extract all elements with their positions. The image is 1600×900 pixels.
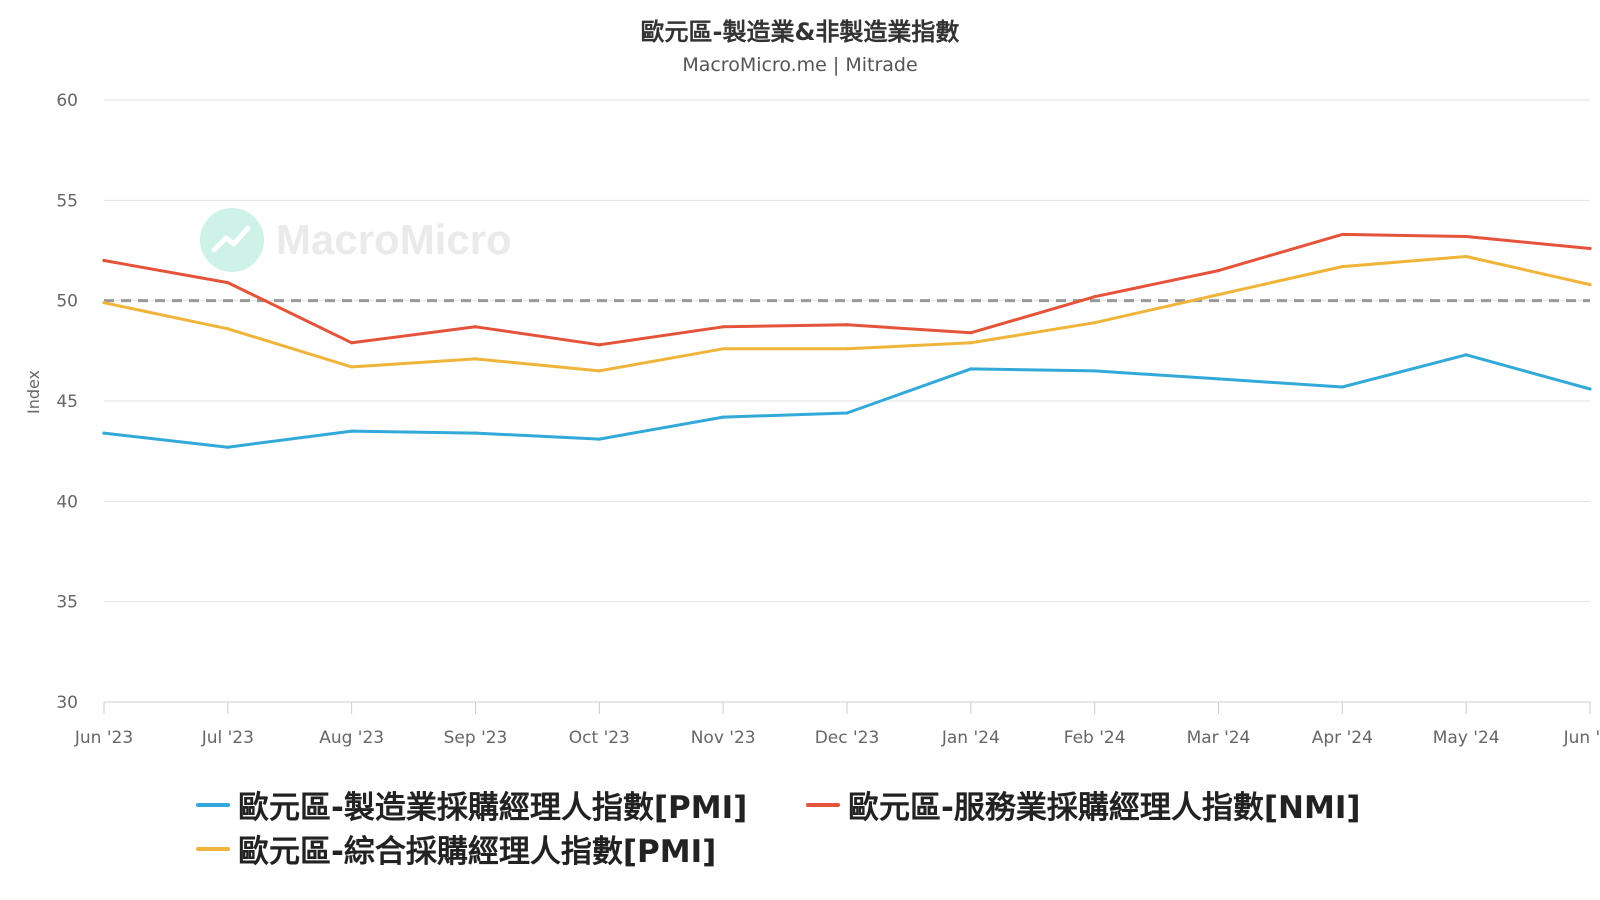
chart-subtitle: MacroMicro.me | Mitrade	[682, 54, 918, 76]
data-point	[1588, 283, 1592, 287]
data-point	[350, 429, 354, 433]
data-point	[1216, 293, 1221, 297]
y-tick-label: 60	[56, 91, 78, 111]
y-tick-label: 40	[56, 492, 78, 512]
y-tick-label: 35	[56, 593, 78, 613]
x-tick-label: Dec '23	[815, 728, 880, 748]
data-point	[1588, 246, 1592, 251]
data-point	[473, 357, 478, 361]
data-point	[721, 347, 725, 351]
data-point	[226, 281, 230, 285]
x-tick-label: Jun '23	[74, 728, 133, 748]
data-point	[1093, 369, 1097, 373]
x-tick-label: Nov '23	[691, 728, 756, 748]
data-point	[102, 431, 106, 435]
data-point	[969, 367, 973, 371]
x-tick-label: Sep '23	[444, 728, 508, 748]
data-point	[1340, 385, 1344, 389]
data-point	[597, 369, 601, 373]
legend-swatch-manufacturing	[196, 802, 230, 807]
legend-label-services: 歐元區-服務業採購經理人指數[NMI]	[848, 790, 1361, 826]
data-point	[1216, 377, 1221, 381]
data-point	[1093, 295, 1097, 299]
gridlines	[104, 99, 1590, 703]
legend-item-composite[interactable]: 歐元區-綜合採購經理人指數[PMI]	[196, 826, 716, 871]
x-tick-label: Feb '24	[1064, 728, 1126, 748]
y-axis: 30 35 40 45 50 55 60	[56, 91, 78, 713]
data-point	[721, 325, 725, 329]
chart-title: 歐元區-製造業&非製造業指數	[640, 18, 960, 46]
data-point	[350, 365, 354, 369]
legend-label-composite: 歐元區-綜合採購經理人指數[PMI]	[238, 834, 717, 870]
x-tick-label: Apr '24	[1312, 728, 1373, 748]
data-point	[1093, 321, 1097, 325]
data-point	[1464, 254, 1468, 259]
x-tick-label: Aug '23	[319, 728, 384, 748]
x-tick-label: May '24	[1433, 728, 1500, 748]
data-point	[1464, 353, 1468, 357]
legend-item-manufacturing[interactable]: 歐元區-製造業採購經理人指數[PMI]	[196, 782, 747, 827]
data-point	[473, 325, 478, 329]
x-tick-label: Mar '24	[1187, 728, 1251, 748]
data-point	[1464, 234, 1468, 239]
watermark: MacroMicro	[200, 208, 512, 272]
data-point	[226, 327, 230, 331]
y-tick-label: 45	[56, 392, 78, 412]
legend-swatch-services	[806, 802, 840, 807]
series-line-1	[102, 232, 1592, 347]
legend-swatch-composite	[196, 846, 230, 851]
data-point	[1340, 264, 1344, 269]
data-point	[102, 258, 106, 263]
y-tick-label: 50	[56, 292, 78, 312]
data-point	[1340, 232, 1344, 237]
legend-label-manufacturing: 歐元區-製造業採購經理人指數[PMI]	[238, 790, 748, 826]
data-point	[969, 341, 973, 345]
series-line-2	[102, 255, 1592, 373]
data-point	[969, 331, 973, 335]
data-point	[226, 445, 230, 449]
x-tick-label: Jan '24	[941, 728, 1000, 748]
data-point	[597, 343, 601, 347]
x-tick-label: Oct '23	[569, 728, 630, 748]
data-point	[597, 437, 601, 441]
series-lines	[102, 232, 1592, 449]
data-point	[845, 323, 849, 327]
legend-item-services[interactable]: 歐元區-服務業採購經理人指數[NMI]	[806, 782, 1361, 827]
watermark-text: MacroMicro	[276, 216, 512, 263]
data-point	[1588, 387, 1592, 391]
data-point	[102, 301, 106, 305]
chart-line-icon	[200, 208, 264, 272]
data-point	[845, 347, 849, 351]
x-tick-label: Jun '...	[1563, 728, 1600, 748]
data-point	[845, 411, 849, 415]
data-point	[1216, 268, 1221, 273]
data-point	[350, 341, 354, 345]
y-axis-title: Index	[24, 370, 43, 414]
x-axis: Jun '23 Jul '23 Aug '23 Sep '23 Oct '23 Nov '…	[74, 701, 1600, 748]
data-point	[473, 431, 478, 435]
y-tick-label: 30	[56, 693, 78, 713]
y-tick-label: 55	[56, 191, 78, 211]
x-tick-label: Jul '23	[201, 728, 254, 748]
data-point	[721, 415, 725, 419]
